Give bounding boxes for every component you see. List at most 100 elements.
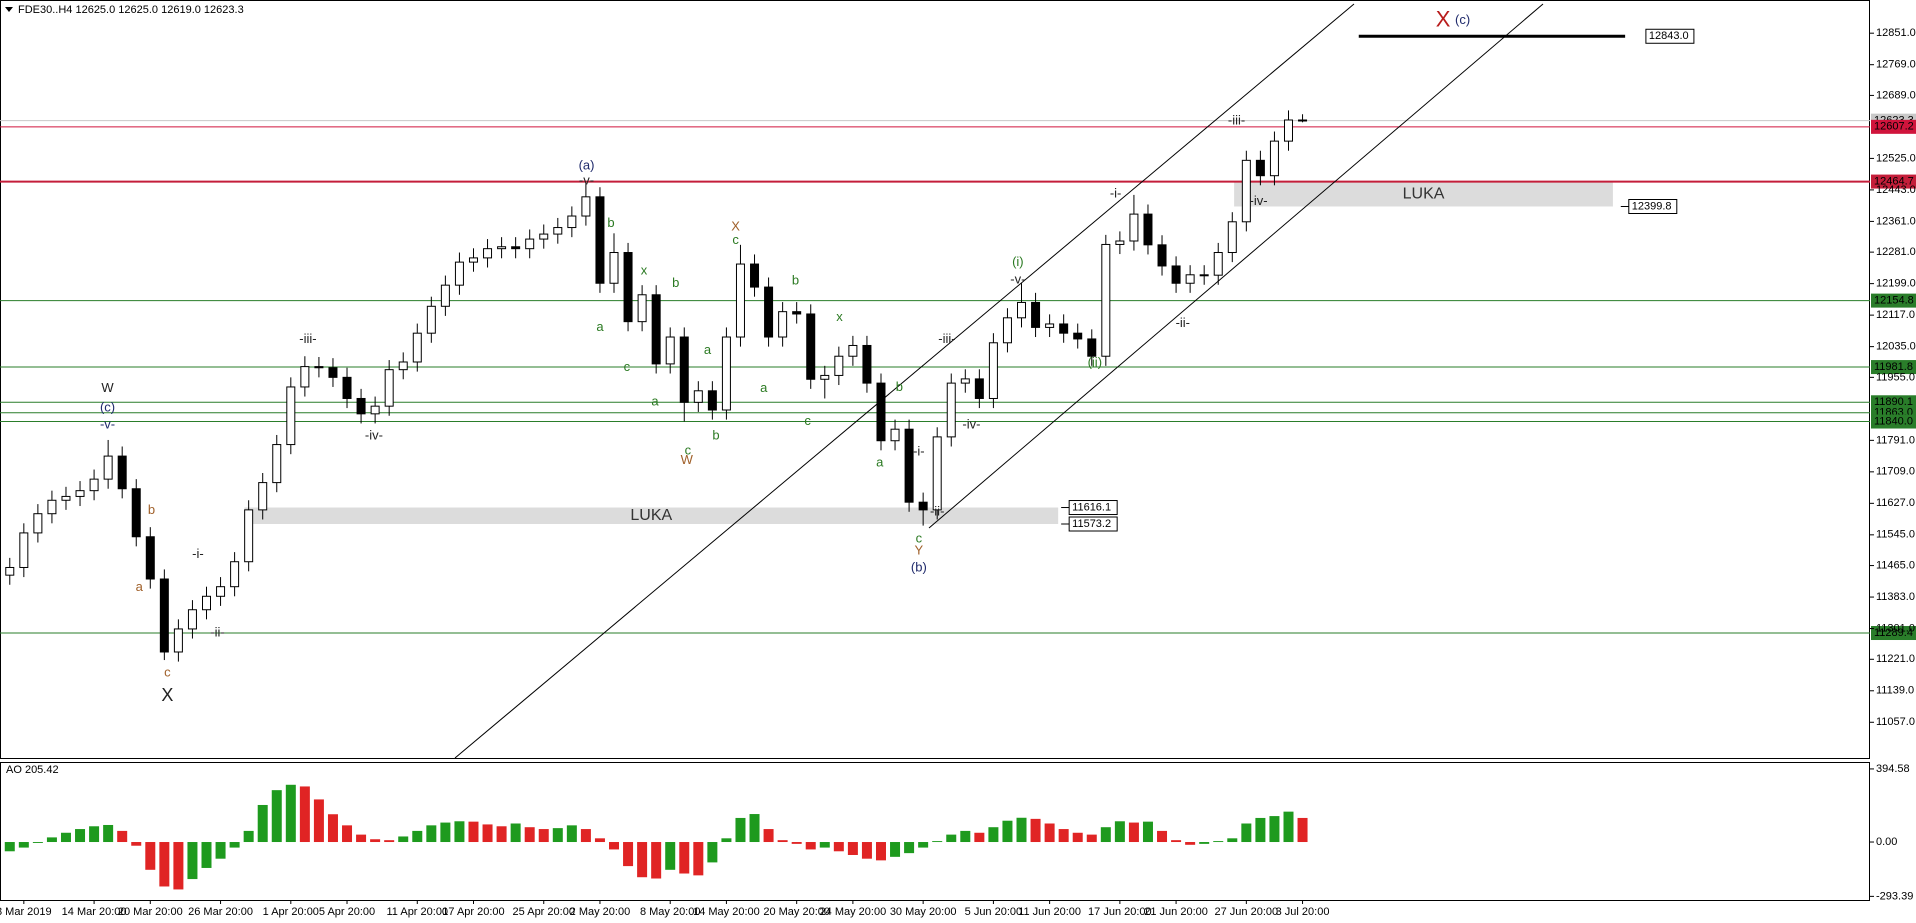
ao-bar	[482, 824, 493, 843]
candle-body	[539, 233, 549, 240]
ao-bar	[1030, 818, 1041, 843]
wave-label: a	[136, 579, 144, 594]
candle-body	[1157, 244, 1167, 267]
y-tick-label: 11709.0	[1876, 466, 1915, 478]
candle-body	[1129, 213, 1139, 242]
ao-bar	[1283, 811, 1294, 843]
candle-body	[1101, 243, 1111, 357]
wave-label: x	[641, 263, 648, 278]
ao-bar	[1100, 827, 1111, 843]
wave-label: -iii-	[299, 331, 316, 346]
candle-body	[820, 374, 830, 380]
candle-body	[960, 378, 970, 384]
y-tick-label: 11301.0	[1876, 622, 1915, 634]
wave-label: (b)	[911, 560, 927, 575]
level-tag	[1068, 500, 1118, 516]
wave-label: X	[1436, 7, 1451, 32]
candle-body	[300, 366, 310, 388]
ao-bar	[679, 842, 690, 874]
x-tick-label: 21 Jun 20:00	[1144, 906, 1208, 918]
ao-bar	[890, 842, 901, 857]
ao-bar	[426, 825, 437, 843]
level-tag	[1871, 293, 1916, 308]
ao-bar	[412, 830, 423, 843]
wave-label: W	[681, 452, 694, 467]
level-label: 11289.4	[1874, 627, 1913, 639]
ao-bar	[285, 784, 296, 843]
candle-body	[735, 263, 745, 338]
ao-bar	[271, 790, 282, 843]
symbol-icon	[5, 7, 13, 12]
ao-bar	[707, 842, 718, 863]
y-tick-label: 11627.0	[1876, 497, 1915, 509]
candle-body	[398, 361, 408, 371]
candle-body	[988, 342, 998, 399]
ao-bar	[117, 830, 128, 843]
ao-bar	[496, 826, 507, 843]
candle-body	[454, 261, 464, 286]
ao-bar	[1044, 823, 1055, 843]
candle-body	[258, 482, 268, 511]
candle-body	[1255, 159, 1265, 177]
candle-body	[764, 286, 774, 338]
candle-body	[286, 386, 296, 446]
candle-body	[216, 586, 226, 597]
candle-body	[497, 246, 507, 250]
wave-label: b	[607, 215, 614, 230]
candle-body	[314, 366, 324, 369]
x-tick-label: 24 May 20:00	[820, 906, 887, 918]
wave-label: -v-	[100, 417, 115, 432]
ao-bar	[454, 821, 465, 843]
wave-label: x	[836, 309, 843, 324]
zone-label: LUKA	[1403, 185, 1445, 202]
y-tick-label: 12851.0	[1876, 27, 1916, 39]
zone-label: LUKA	[630, 507, 672, 524]
ao-bar	[609, 842, 620, 850]
chart-title: FDE30..H4 12625.0 12625.0 12619.0 12623.…	[18, 4, 244, 16]
y-tick-label: 11383.0	[1876, 591, 1915, 603]
ao-bar	[861, 842, 872, 859]
ao-bar	[538, 829, 549, 843]
ao-panel	[0, 762, 1870, 901]
background-layer	[0, 34, 1870, 634]
ao-bar	[918, 842, 929, 848]
y-tick-label: 11545.0	[1876, 529, 1915, 541]
ao-bar	[946, 834, 957, 843]
wave-label: -v-	[579, 172, 594, 187]
y-tick-label: 12361.0	[1876, 215, 1916, 227]
wave-label: a	[596, 319, 604, 334]
wave-label: b	[672, 275, 679, 290]
y-tick-label: 11465.0	[1876, 559, 1915, 571]
candle-body	[707, 390, 717, 411]
ao-bar	[1227, 838, 1238, 843]
ao-bar	[1114, 821, 1125, 843]
candle-body	[75, 490, 85, 497]
candle-body	[47, 499, 57, 515]
candle-body	[1298, 119, 1308, 122]
candle-body	[159, 578, 169, 653]
wave-label: a	[876, 455, 884, 470]
candle-body	[89, 478, 99, 492]
wave-label: -i-	[192, 546, 204, 561]
x-tick-label: 25 Apr 20:00	[513, 906, 575, 918]
wave-label: -iii-	[1228, 112, 1245, 127]
y-tick-label: 11139.0	[1876, 685, 1914, 697]
candle-body	[356, 397, 366, 415]
candle-body	[806, 313, 816, 380]
ao-bar	[356, 834, 367, 843]
wave-label: (c)	[100, 400, 115, 415]
candle-body	[342, 376, 352, 399]
candle-body	[904, 428, 914, 503]
ao-bar	[201, 842, 212, 868]
ao-bar	[342, 825, 353, 843]
wave-label: X	[161, 685, 173, 705]
candle-body	[778, 311, 788, 338]
wave-label: -ii-	[930, 503, 944, 518]
wave-label: b	[148, 502, 155, 517]
y-tick-label: 11791.0	[1876, 434, 1915, 446]
ao-bar	[89, 826, 100, 843]
candle-body	[173, 628, 183, 653]
candle-body	[187, 609, 197, 630]
price-panel	[0, 0, 1870, 759]
